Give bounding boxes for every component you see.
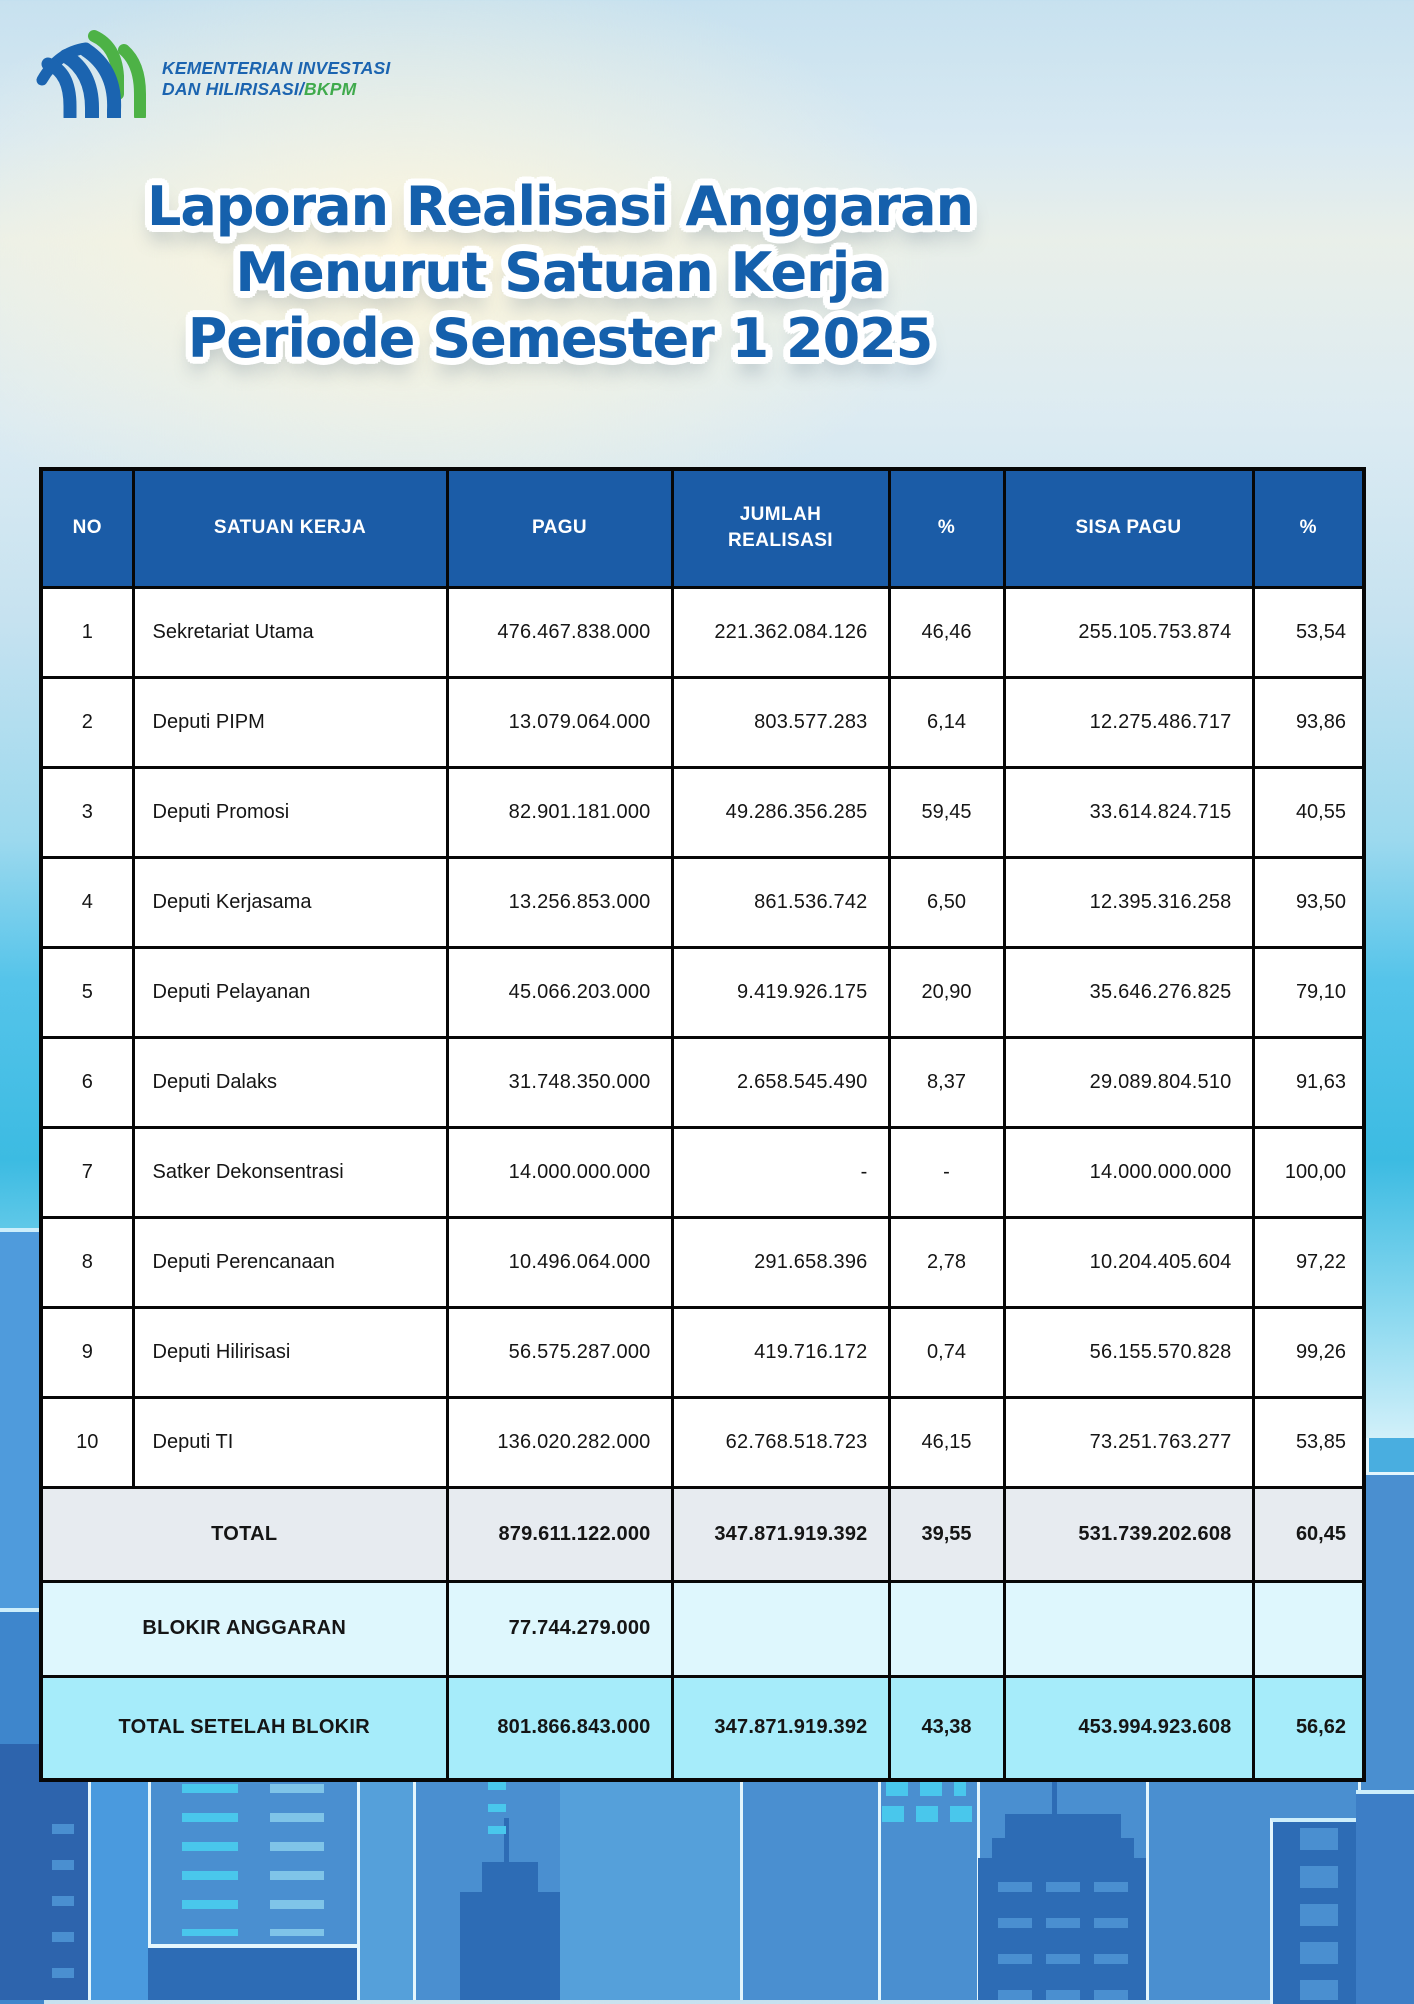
- title-line2: Menurut Satuan Kerja: [235, 241, 885, 305]
- table-row: 6 Deputi Dalaks 31.748.350.000 2.658.545…: [39, 1035, 1366, 1129]
- budget-realization-table: NO SATUAN KERJA PAGU JUMLAH REALISASI % …: [39, 467, 1366, 1782]
- header-no: NO: [39, 467, 135, 589]
- table-header-row: NO SATUAN KERJA PAGU JUMLAH REALISASI % …: [39, 467, 1366, 589]
- total-row: TOTAL 879.611.122.000 347.871.919.392 39…: [39, 1485, 1366, 1583]
- skyline-building: [88, 1782, 153, 2000]
- blokir-anggaran-row: BLOKIR ANGGARAN 77.744.279.000: [39, 1579, 1366, 1678]
- skyline-divider-line: [1146, 1780, 1149, 2000]
- skyline-building-windows: [52, 1824, 74, 2000]
- header-jumlah-realisasi: JUMLAH REALISASI: [670, 467, 891, 589]
- skyline-building-windows: [1300, 1828, 1338, 2000]
- table-row: 9 Deputi Hilirisasi 56.575.287.000 419.7…: [39, 1305, 1366, 1399]
- skyline-building: [878, 1770, 980, 2000]
- header-pagu: PAGU: [445, 467, 674, 589]
- blokir-label: BLOKIR ANGGARAN: [39, 1579, 449, 1678]
- total-setelah-blokir-row: TOTAL SETELAH BLOKIR 801.866.843.000 347…: [39, 1674, 1366, 1782]
- skyline-building-windows: [182, 1784, 238, 1936]
- skyline-building: [148, 1778, 366, 1948]
- skyline-building-windows: [488, 1782, 506, 1846]
- header-persen-realisasi: %: [887, 467, 1006, 589]
- title-line3: Periode Semester 1 2025: [187, 307, 934, 371]
- header-satuan-kerja: SATUAN KERJA: [131, 467, 449, 589]
- skyline-building: [357, 1778, 416, 2000]
- skyline-building-windows: [1046, 1882, 1080, 2000]
- table-row: 10 Deputi TI 136.020.282.000 62.768.518.…: [39, 1395, 1366, 1489]
- bkpm-label: BKPM: [304, 79, 357, 99]
- title-line1: Laporan Realisasi Anggaran: [146, 175, 974, 239]
- skyline-building: [0, 1744, 88, 2000]
- skyline-building: [460, 1892, 560, 2000]
- skyline-building-windows: [886, 1780, 966, 1796]
- page-title: Laporan Realisasi Anggaran Menurut Satua…: [0, 174, 1120, 372]
- skyline-building-windows: [1094, 1882, 1128, 2000]
- skyline-building: [560, 1760, 743, 2000]
- table-row: 7 Satker Dekonsentrasi 14.000.000.000 - …: [39, 1125, 1366, 1219]
- skyline-building-windows: [270, 1784, 324, 1936]
- table-row: 8 Deputi Perencanaan 10.496.064.000 291.…: [39, 1215, 1366, 1309]
- skyline-building-windows: [882, 1806, 972, 1822]
- table-row: 2 Deputi PIPM 13.079.064.000 803.577.283…: [39, 675, 1366, 769]
- ministry-name-line2: DAN HILIRISASI/BKPM: [162, 79, 357, 99]
- total-label: TOTAL: [39, 1485, 449, 1583]
- brand-header: KEMENTERIAN INVESTASI DAN HILIRISASI/BKP…: [34, 24, 390, 118]
- header-sisa-pagu: SISA PAGU: [1002, 467, 1255, 589]
- total-setelah-blokir-label: TOTAL SETELAH BLOKIR: [39, 1674, 449, 1782]
- ministry-name-line1: KEMENTERIAN INVESTASI: [162, 58, 391, 78]
- table-row: 4 Deputi Kerjasama 13.256.853.000 861.53…: [39, 855, 1366, 949]
- skyline-antenna: [1052, 1742, 1057, 1832]
- table-row: 5 Deputi Pelayanan 45.066.203.000 9.419.…: [39, 945, 1366, 1039]
- ministry-logo-icon: [36, 30, 146, 118]
- skyline-antenna: [504, 1818, 509, 1894]
- ministry-name: KEMENTERIAN INVESTASI DAN HILIRISASI/BKP…: [162, 58, 390, 100]
- skyline-building: [1356, 1790, 1414, 2004]
- skyline-building-windows: [998, 1882, 1032, 2000]
- table-row: 3 Deputi Promosi 82.901.181.000 49.286.3…: [39, 765, 1366, 859]
- header-persen-sisa: %: [1251, 467, 1366, 589]
- table-row: 1 Sekretariat Utama 476.467.838.000 221.…: [39, 585, 1366, 679]
